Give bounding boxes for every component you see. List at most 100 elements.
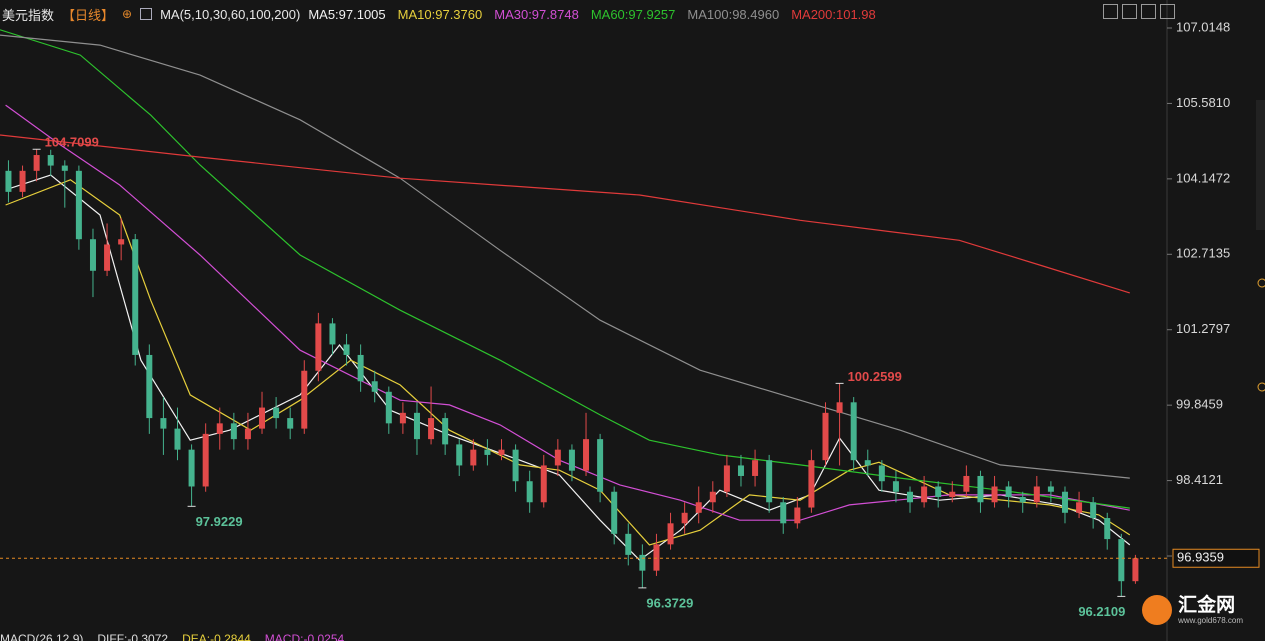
- candle-body: [329, 323, 336, 345]
- candle-body: [568, 449, 575, 471]
- candle-body: [160, 418, 167, 429]
- candle-body: [526, 481, 533, 503]
- candle-body: [822, 412, 829, 461]
- y-tick-label: 105.5810: [1176, 95, 1230, 110]
- side-strip: [1256, 100, 1265, 230]
- macd-diff: DIFF:-0.3072: [97, 632, 169, 641]
- candle-body: [259, 407, 266, 429]
- legend-entry: MA60:97.9257: [590, 6, 676, 22]
- candle-body: [33, 155, 40, 171]
- candle-body: [1132, 558, 1139, 582]
- candle-body: [1076, 502, 1083, 513]
- legend-entry: MA30:97.8748: [494, 6, 579, 22]
- candle-body: [428, 418, 435, 440]
- candle-body: [921, 486, 928, 503]
- legend-entry: MA200:101.98: [791, 6, 876, 22]
- ma-line: [0, 29, 1130, 509]
- candle-body: [273, 407, 280, 419]
- candle-body: [766, 460, 773, 503]
- tool-button[interactable]: [1103, 4, 1118, 19]
- candle-body: [315, 323, 322, 371]
- side-icon: [1257, 382, 1265, 392]
- candle-body: [963, 475, 970, 492]
- candle-body: [132, 239, 139, 355]
- ma-line: [0, 34, 1130, 479]
- candle-body: [583, 439, 590, 471]
- candle-body: [442, 418, 449, 445]
- candle-body: [878, 465, 885, 482]
- candle-body: [752, 460, 759, 476]
- candle-body: [850, 402, 857, 461]
- brand-logo: [1142, 595, 1173, 625]
- ma-line: [5, 174, 1131, 561]
- candle-body: [1019, 497, 1026, 503]
- candle-body: [554, 449, 561, 466]
- candle-body: [780, 502, 787, 524]
- candle-body: [202, 433, 209, 487]
- macd-value: MACD:-0.0254: [264, 632, 345, 641]
- candle-body: [949, 491, 956, 498]
- low-label: 96.2109: [1078, 604, 1125, 619]
- last-price-label: 96.9359: [1177, 550, 1224, 565]
- candle-body: [188, 449, 195, 487]
- add-icon[interactable]: ⊕: [122, 7, 133, 21]
- candle-body: [723, 465, 730, 492]
- candle-body: [456, 444, 463, 466]
- candle-body: [244, 428, 251, 440]
- candle-body: [174, 428, 181, 450]
- candle-body: [667, 523, 674, 545]
- candle-body: [1090, 502, 1097, 519]
- legend: MA5:97.1005 MA10:97.3760 MA30:97.8748 MA60:…: [308, 7, 875, 22]
- candle-body: [484, 449, 491, 455]
- indicator-icon[interactable]: [140, 8, 153, 20]
- candle-body: [61, 165, 68, 171]
- candle-body: [413, 412, 420, 440]
- candle-body: [89, 239, 96, 271]
- low-label: 97.9229: [196, 514, 243, 529]
- y-tick-label: 107.0148: [1176, 19, 1230, 34]
- y-tick-label: 101.2797: [1176, 321, 1230, 336]
- period[interactable]: 【日线】: [62, 7, 115, 23]
- candle-body: [935, 486, 942, 498]
- candle-body: [385, 391, 392, 424]
- candle-body: [1104, 518, 1111, 540]
- candle-body: [991, 486, 998, 503]
- low-label: 96.3729: [646, 595, 693, 610]
- candle-body: [737, 465, 744, 476]
- tool-button[interactable]: [1122, 4, 1137, 19]
- candle-body: [681, 512, 688, 524]
- candle-body: [216, 423, 223, 434]
- ma-line: [5, 104, 1130, 521]
- candle-body: [639, 554, 646, 571]
- high-label: 104.7099: [45, 135, 99, 150]
- candle-body: [118, 239, 125, 245]
- ma-heading: MA(5,10,30,60,100,200): [160, 6, 301, 22]
- candle-body: [357, 354, 364, 382]
- legend-entry: MA5:97.1005: [308, 6, 386, 22]
- candle-body: [1033, 486, 1040, 503]
- candle-body: [709, 491, 716, 503]
- candle-body: [794, 507, 801, 524]
- candle-body: [146, 354, 153, 419]
- candle-body: [1061, 491, 1068, 513]
- candle-body: [104, 244, 111, 271]
- ma-line: [5, 179, 1131, 546]
- candle-body: [892, 481, 899, 492]
- header: 美元指数 【日线】 ⊕ MA(5,10,30,60,100,200) MA5:9…: [2, 4, 876, 24]
- candle-body: [399, 412, 406, 424]
- brand: 汇金网 www.gold678.com: [1142, 595, 1243, 625]
- y-tick-label: 102.7135: [1176, 246, 1230, 261]
- y-tick-label: 104.1472: [1176, 170, 1230, 185]
- title: 美元指数: [2, 7, 55, 23]
- tool-button[interactable]: [1160, 4, 1175, 19]
- candle-body: [75, 170, 82, 240]
- side-icon: [1257, 278, 1265, 288]
- candle-body: [343, 344, 350, 355]
- candle-body: [301, 370, 308, 429]
- candle-body: [977, 475, 984, 503]
- candle-body: [498, 449, 505, 455]
- candle-body: [808, 460, 815, 508]
- tool-button[interactable]: [1141, 4, 1156, 19]
- candle-body: [371, 381, 378, 392]
